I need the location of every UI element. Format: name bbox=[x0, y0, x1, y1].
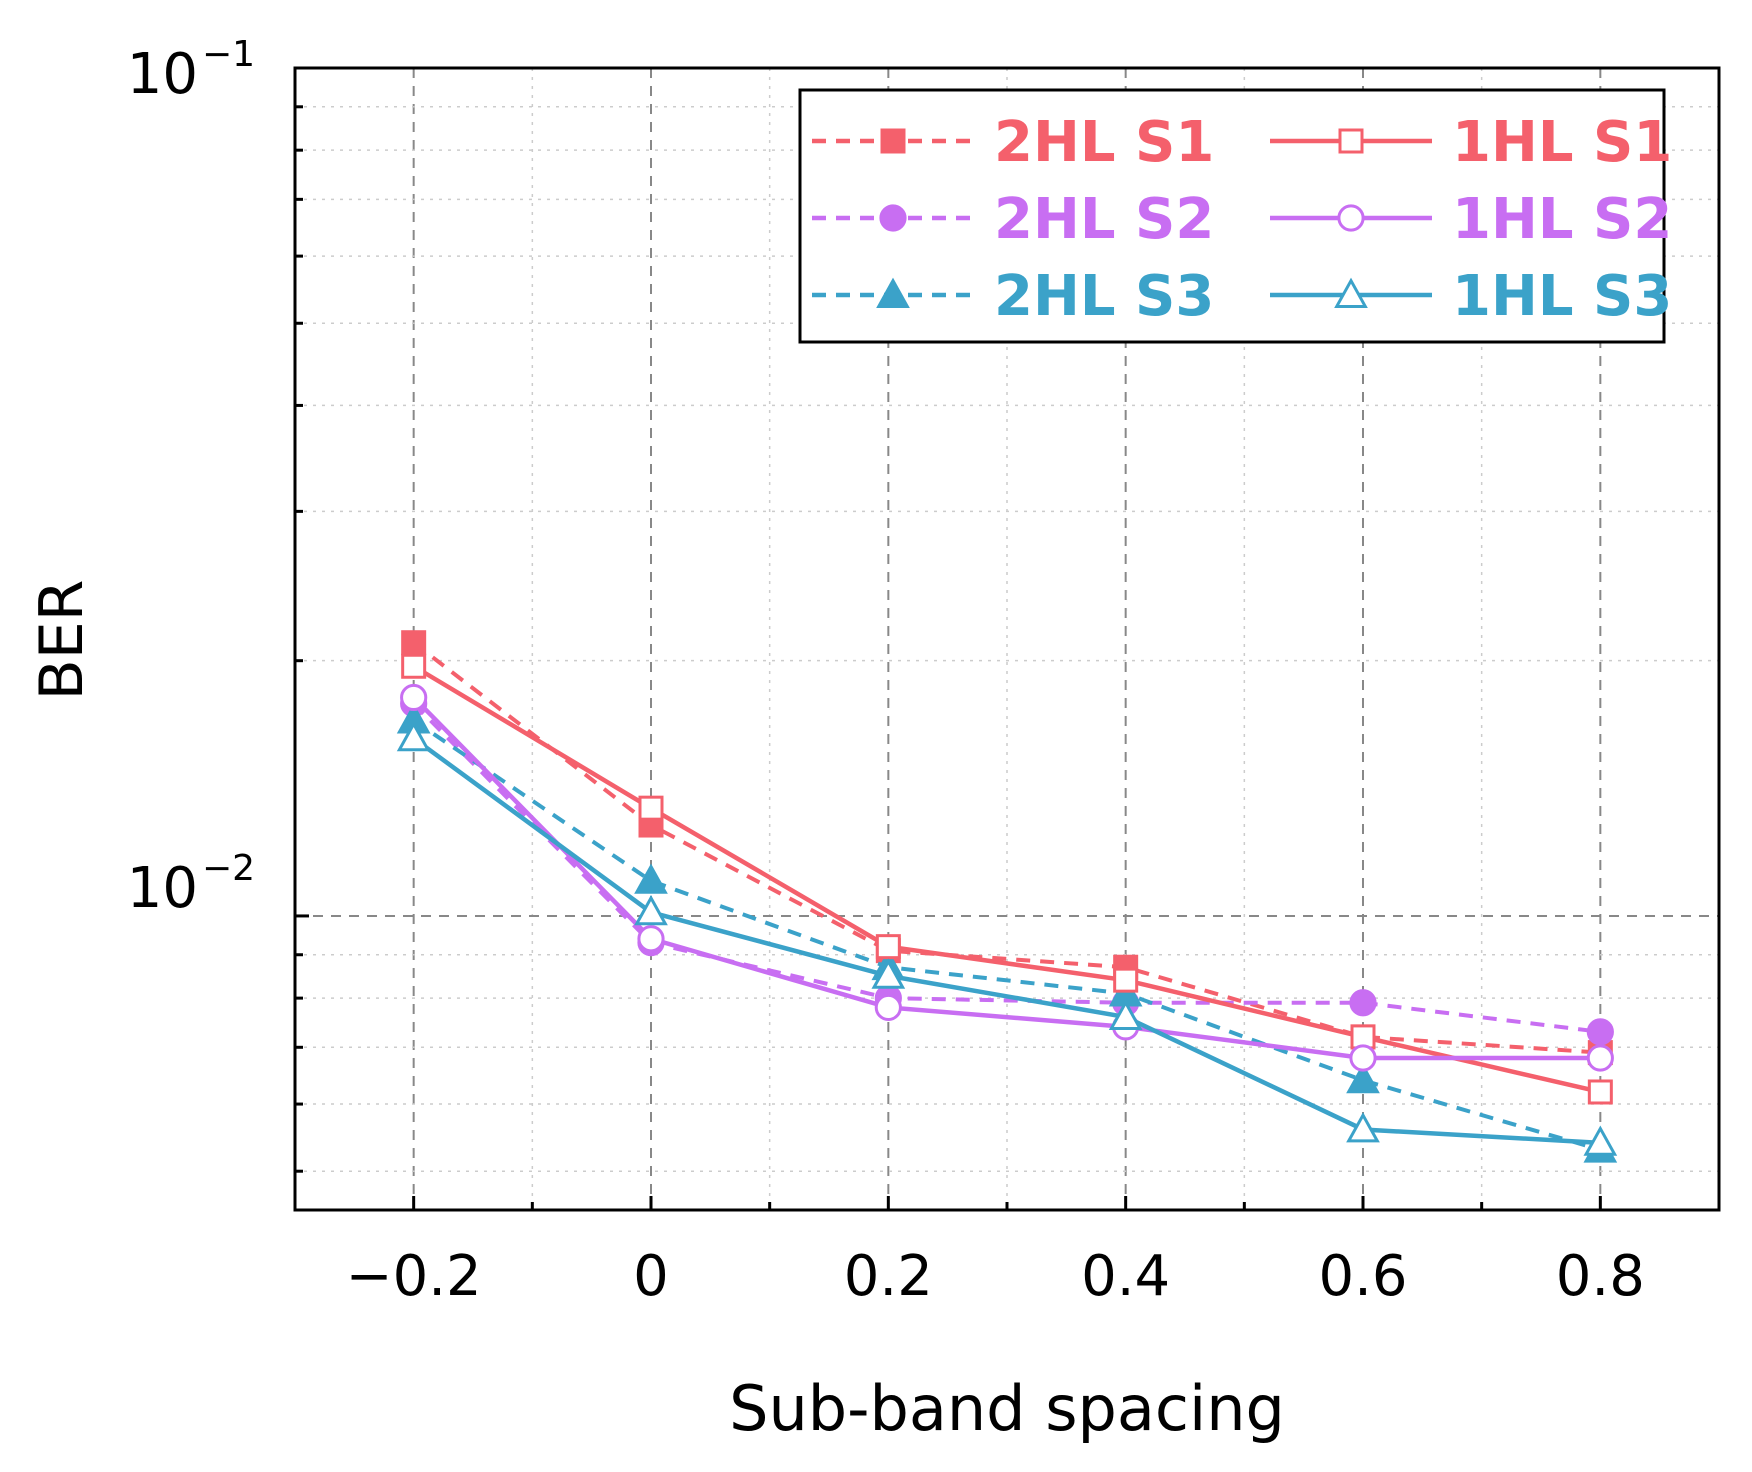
y-tick-exponent: −1 bbox=[202, 34, 255, 75]
x-tick-label: 0.8 bbox=[1556, 1244, 1645, 1309]
series-1hl-s3 bbox=[396, 720, 1618, 1156]
y-tick-base: 10 bbox=[127, 856, 198, 921]
x-tick-label: 0.2 bbox=[844, 1244, 933, 1309]
data-point-triangle bbox=[1108, 999, 1143, 1030]
legend-label: 2HL S1 bbox=[994, 110, 1214, 175]
data-point-triangle bbox=[1346, 1112, 1380, 1143]
y-tick-exponent: −2 bbox=[202, 848, 255, 889]
svg-text:10: 10 bbox=[127, 856, 198, 921]
data-point-square bbox=[401, 630, 427, 656]
series-line bbox=[412, 664, 1601, 1095]
x-tick-label: 0.6 bbox=[1318, 1244, 1407, 1309]
x-tick-label: −0.2 bbox=[346, 1244, 482, 1309]
legend-label: 1HL S1 bbox=[1452, 110, 1672, 175]
data-point-circle bbox=[1586, 1044, 1614, 1072]
x-tick-label: 0.4 bbox=[1081, 1244, 1170, 1309]
series-line bbox=[412, 718, 1601, 1152]
data-point-triangle bbox=[1346, 1062, 1380, 1094]
y-tick-base: 10 bbox=[127, 42, 198, 107]
axis-ticks bbox=[295, 66, 1602, 1210]
data-point-circle bbox=[1586, 1018, 1614, 1046]
legend-label: 1HL S3 bbox=[1452, 264, 1672, 329]
data-point-circle bbox=[879, 204, 907, 232]
legend-entry: 2HL S2 bbox=[812, 187, 1214, 252]
data-point-circle bbox=[874, 993, 902, 1022]
legend-entry: 1HL S1 bbox=[1270, 110, 1672, 175]
x-tick-labels: −0.2 0 0.2 0.4 0.6 0.8 bbox=[346, 1244, 1645, 1309]
data-point-circle bbox=[1337, 204, 1365, 232]
data-point-triangle bbox=[1583, 1125, 1618, 1156]
series-line bbox=[412, 695, 1601, 1061]
legend-entry: 1HL S2 bbox=[1270, 187, 1672, 252]
data-point-triangle bbox=[876, 277, 910, 308]
series-1hl-s1 bbox=[401, 653, 1613, 1105]
legend-entry: 2HL S1 bbox=[812, 110, 1214, 175]
data-point-square bbox=[1338, 128, 1364, 154]
x-tick-label: 0 bbox=[633, 1244, 669, 1309]
data-point-square bbox=[1587, 1079, 1613, 1105]
data-point-square bbox=[1113, 967, 1139, 993]
data-point-triangle bbox=[634, 863, 668, 894]
y-tick-label-top: 10 −1 bbox=[127, 34, 255, 107]
y-axis-title: BER bbox=[27, 580, 97, 701]
legend-label: 2HL S3 bbox=[994, 264, 1214, 329]
series-group bbox=[396, 630, 1618, 1163]
y-tick-label-bottom: 10 −2 bbox=[127, 848, 255, 921]
data-point-square bbox=[880, 128, 906, 154]
data-point-circle bbox=[1349, 989, 1377, 1017]
data-point-circle bbox=[637, 925, 665, 953]
legend-entry: 2HL S3 bbox=[812, 264, 1214, 329]
data-point-triangle bbox=[1334, 277, 1368, 308]
data-point-triangle bbox=[634, 894, 668, 926]
series-line bbox=[412, 736, 1601, 1146]
data-point-square bbox=[875, 934, 901, 960]
x-axis-title: Sub-band spacing bbox=[729, 1372, 1285, 1445]
svg-text:10: 10 bbox=[127, 42, 198, 107]
legend-entry: 1HL S3 bbox=[1270, 264, 1672, 329]
data-point-square bbox=[401, 653, 427, 679]
data-point-triangle bbox=[396, 720, 431, 752]
data-point-circle bbox=[1349, 1044, 1377, 1072]
series-line bbox=[412, 641, 1601, 1055]
legend: 2HL S1 2HL S2 2HL S3 1HL S1 1HL S2 1HL S3 bbox=[798, 88, 1672, 344]
data-point-square bbox=[638, 795, 664, 821]
data-point-triangle bbox=[871, 958, 906, 989]
data-point-circle bbox=[400, 683, 428, 712]
legend-label: 1HL S2 bbox=[1452, 187, 1672, 252]
legend-label: 2HL S2 bbox=[994, 187, 1214, 252]
series-line bbox=[412, 702, 1601, 1034]
